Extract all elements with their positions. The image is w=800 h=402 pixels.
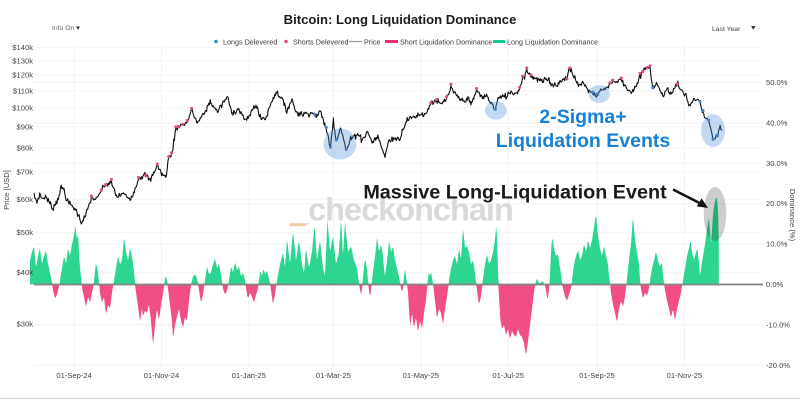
- svg-text:40.0%: 40.0%: [766, 118, 788, 127]
- svg-text:50.0%: 50.0%: [766, 78, 788, 87]
- svg-text:01-Nov-24: 01-Nov-24: [144, 371, 179, 380]
- svg-text:$60k: $60k: [17, 195, 34, 204]
- svg-text:Long Liquidation Dominance: Long Liquidation Dominance: [507, 37, 598, 46]
- svg-text:$120k: $120k: [12, 71, 33, 80]
- svg-text:01-Jul-25: 01-Jul-25: [492, 371, 524, 380]
- svg-text:-10.0%: -10.0%: [766, 320, 790, 329]
- svg-text:$30k: $30k: [17, 320, 34, 329]
- svg-text:Liquidation Events: Liquidation Events: [496, 130, 671, 152]
- svg-text:2-Sigma+: 2-Sigma+: [539, 106, 626, 128]
- svg-text:Dominance (%): Dominance (%): [788, 189, 797, 242]
- svg-text:_checkonchain: _checkonchain: [290, 192, 513, 228]
- svg-text:$110k: $110k: [13, 86, 33, 95]
- svg-text:$40k: $40k: [17, 268, 34, 277]
- svg-text:01-May-25: 01-May-25: [403, 371, 439, 380]
- svg-text:$80k: $80k: [17, 144, 34, 153]
- svg-text:01-Nov-25: 01-Nov-25: [667, 371, 702, 380]
- svg-text:01-Mar-25: 01-Mar-25: [316, 371, 351, 380]
- svg-text:0.0%: 0.0%: [766, 280, 784, 289]
- svg-text:01-Sep-25: 01-Sep-25: [579, 371, 614, 380]
- svg-text:$140k: $140k: [12, 43, 33, 52]
- svg-text:01-Jan-25: 01-Jan-25: [232, 371, 266, 380]
- svg-text:Shorts Delevered: Shorts Delevered: [293, 37, 349, 46]
- svg-text:Price: Price: [364, 37, 380, 46]
- svg-text:Short Liquidation Dominance: Short Liquidation Dominance: [400, 37, 492, 46]
- svg-text:-20.0%: -20.0%: [766, 361, 790, 370]
- svg-text:$50k: $50k: [17, 228, 34, 237]
- svg-text:30.0%: 30.0%: [766, 159, 788, 168]
- svg-text:20.0%: 20.0%: [766, 199, 788, 208]
- svg-text:Last Year: Last Year: [712, 26, 741, 33]
- svg-text:$70k: $70k: [17, 167, 34, 176]
- svg-text:Longs Delevered: Longs Delevered: [223, 37, 277, 46]
- svg-text:Massive Long-Liquidation Event: Massive Long-Liquidation Event: [363, 182, 667, 204]
- svg-text:10.0%: 10.0%: [766, 240, 788, 249]
- svg-text:$90k: $90k: [17, 122, 34, 131]
- svg-text:Bitcoin: Long Liquidation Domi: Bitcoin: Long Liquidation Dominance: [284, 12, 517, 27]
- svg-text:$130k: $130k: [12, 56, 33, 65]
- svg-text:$100k: $100k: [12, 103, 33, 112]
- svg-text:01-Sep-24: 01-Sep-24: [56, 371, 91, 380]
- svg-text:Info On: Info On: [52, 25, 75, 32]
- svg-text:Price [USD]: Price [USD]: [2, 170, 11, 210]
